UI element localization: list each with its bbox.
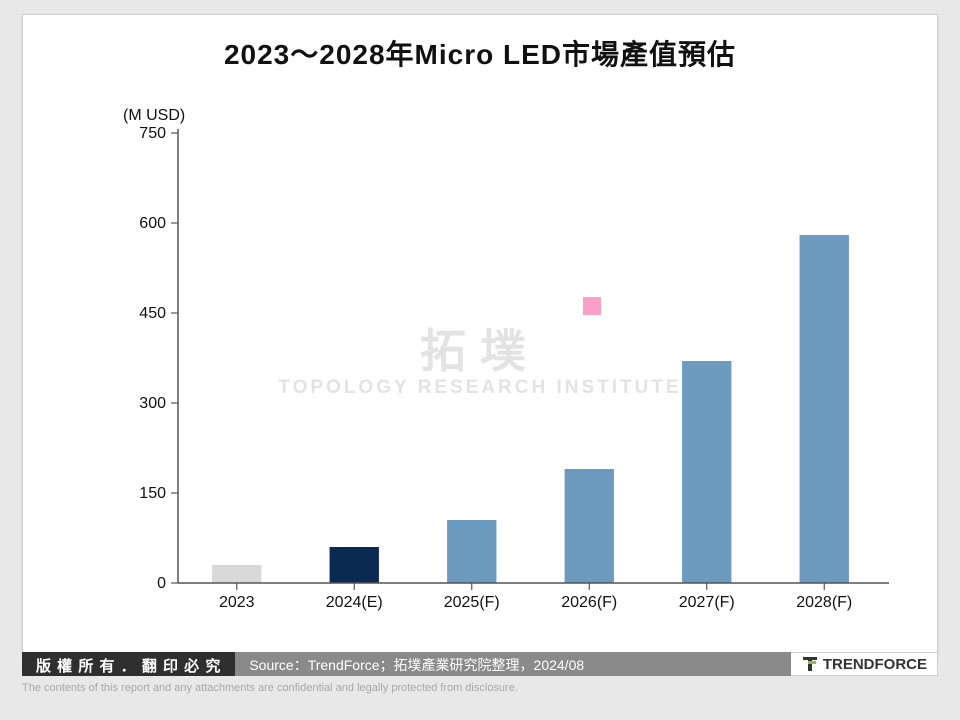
chart-title: 2023～2028年Micro LED市場產值預估 bbox=[23, 15, 937, 73]
bar bbox=[212, 565, 261, 583]
svg-text:600: 600 bbox=[139, 215, 166, 232]
footer-copyright: 版 權 所 有 ． 翻 印 必 究 bbox=[22, 652, 235, 676]
bar bbox=[800, 235, 849, 583]
svg-text:450: 450 bbox=[139, 305, 166, 322]
trendforce-logo-icon bbox=[801, 655, 819, 673]
svg-text:750: 750 bbox=[139, 125, 166, 142]
chart-area: (M USD) 015030045060075020232024(E)2025(… bbox=[103, 113, 893, 613]
svg-text:2024(E): 2024(E) bbox=[326, 594, 383, 611]
bar-chart-svg: 0 150 300 450 600 750 2023 2024(E) 2025(F) 2026(F… bbox=[103, 113, 893, 613]
footer-brand-box: TRENDFORCE bbox=[791, 652, 938, 676]
footer-source: Source：TrendForce；拓墣產業研究院整理，2024/08 bbox=[235, 652, 790, 676]
svg-text:0: 0 bbox=[157, 575, 166, 592]
svg-text:2028(F): 2028(F) bbox=[796, 594, 852, 611]
bar bbox=[565, 469, 614, 583]
svg-text:300: 300 bbox=[139, 395, 166, 412]
svg-text:2027(F): 2027(F) bbox=[679, 594, 735, 611]
footer-bar: 版 權 所 有 ． 翻 印 必 究 Source：TrendForce；拓墣產業… bbox=[22, 652, 938, 676]
footer-brand-text: TRENDFORCE bbox=[823, 656, 927, 673]
svg-text:2026(F): 2026(F) bbox=[561, 594, 617, 611]
svg-text:2023: 2023 bbox=[219, 594, 255, 611]
bar bbox=[447, 520, 496, 583]
svg-text:2025(F): 2025(F) bbox=[444, 594, 500, 611]
disclaimer-text: The contents of this report and any atta… bbox=[22, 682, 518, 694]
bar bbox=[682, 361, 731, 583]
chart-card: 2023～2028年Micro LED市場產值預估 拓墣 TOPOLOGY RE… bbox=[22, 14, 938, 654]
svg-text:150: 150 bbox=[139, 485, 166, 502]
bar bbox=[330, 547, 379, 583]
page-root: 2023～2028年Micro LED市場產值預估 拓墣 TOPOLOGY RE… bbox=[0, 0, 960, 720]
